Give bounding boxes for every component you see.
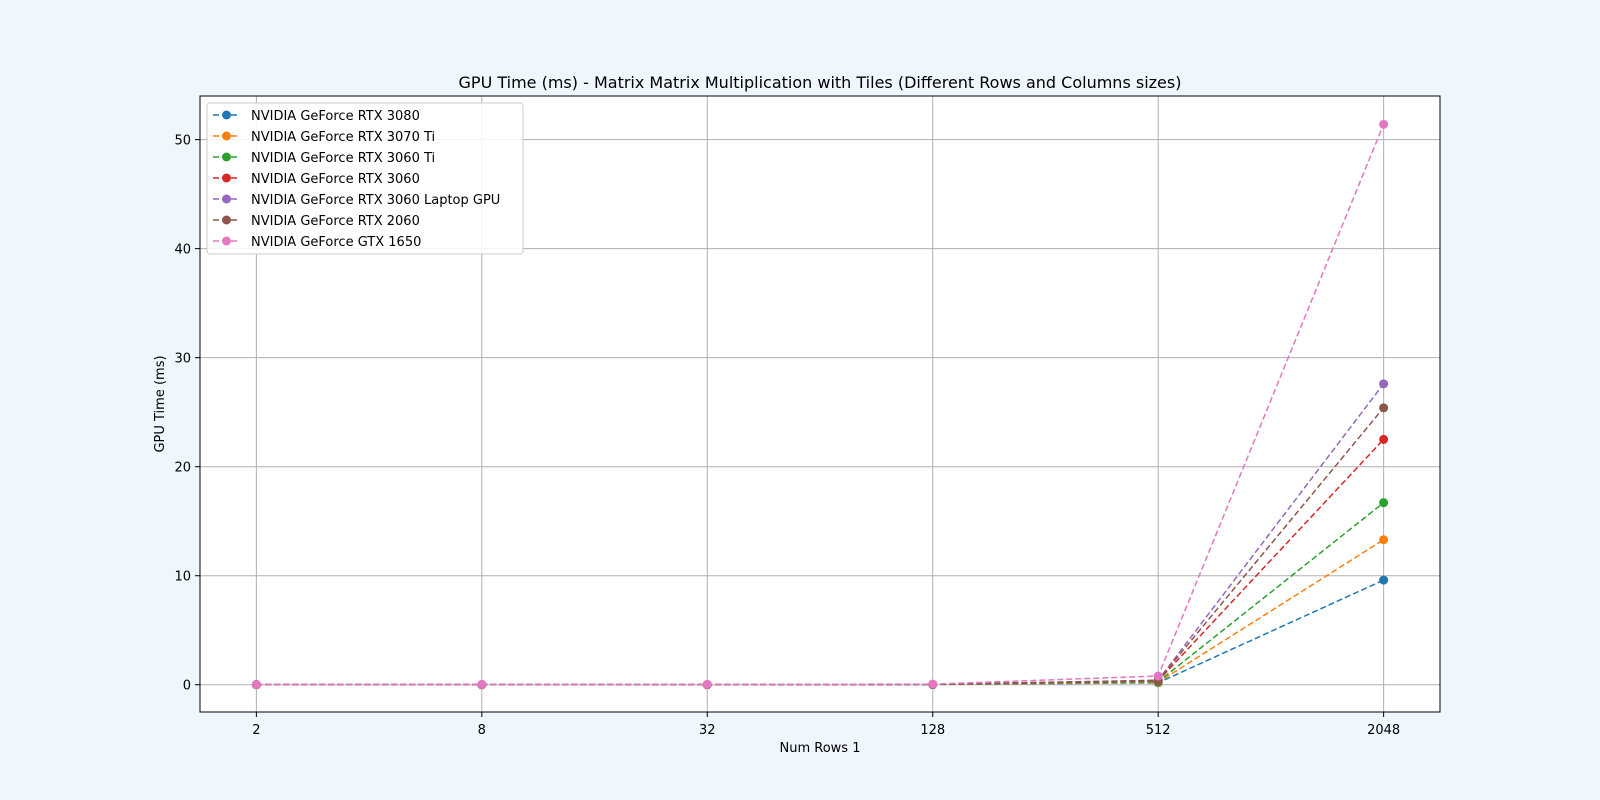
y-tick-label: 20 xyxy=(174,461,191,476)
data-point xyxy=(1379,403,1389,413)
data-point xyxy=(1379,434,1389,444)
legend-label: NVIDIA GeForce GTX 1650 xyxy=(251,235,421,250)
x-tick-label: 512 xyxy=(1146,723,1171,738)
data-point xyxy=(477,680,487,690)
data-point xyxy=(1379,498,1389,508)
legend-marker xyxy=(222,194,231,204)
legend-marker xyxy=(222,131,231,141)
y-axis-label: GPU Time (ms) xyxy=(153,355,168,452)
grid xyxy=(200,96,1440,712)
y-tick-label: 50 xyxy=(174,134,191,149)
legend-marker xyxy=(222,236,231,246)
x-tick-label: 2048 xyxy=(1367,723,1400,738)
plot-frame xyxy=(199,95,1441,713)
legend-marker xyxy=(222,173,231,183)
legend-item-nvidia-geforce-rtx-3060-ti: NVIDIA GeForce RTX 3060 Ti xyxy=(213,151,435,166)
legend-marker xyxy=(222,215,231,225)
x-tick-label: 2 xyxy=(252,723,260,738)
legend-item-nvidia-geforce-rtx-3060-laptop-gpu: NVIDIA GeForce RTX 3060 Laptop GPU xyxy=(213,193,500,208)
data-point xyxy=(1379,535,1389,545)
legend-label: NVIDIA GeForce RTX 3060 xyxy=(251,172,420,187)
x-tick-label: 128 xyxy=(920,723,945,738)
legend-label: NVIDIA GeForce RTX 3060 Ti xyxy=(251,151,435,166)
series-line xyxy=(256,124,1385,686)
legend-label: NVIDIA GeForce RTX 3060 Laptop GPU xyxy=(251,193,500,208)
series-nvidia-geforce-gtx-1650 xyxy=(251,119,1389,690)
data-point xyxy=(1379,379,1389,389)
legend: NVIDIA GeForce RTX 3080 NVIDIA GeForce RT… xyxy=(206,102,524,255)
data-point xyxy=(1379,119,1389,129)
x-axis: 2 8 32 128 512 2048 xyxy=(252,712,1400,738)
data-point xyxy=(251,680,261,690)
y-tick-label: 0 xyxy=(183,679,191,694)
legend-item-nvidia-geforce-gtx-1650: NVIDIA GeForce GTX 1650 xyxy=(213,235,421,250)
legend-label: NVIDIA GeForce RTX 3070 Ti xyxy=(251,130,435,145)
series-layer xyxy=(251,119,1389,690)
legend-item-nvidia-geforce-rtx-3070-ti: NVIDIA GeForce RTX 3070 Ti xyxy=(213,130,435,145)
legend-item-nvidia-geforce-rtx-3060: NVIDIA GeForce RTX 3060 xyxy=(213,172,420,187)
x-tick-label: 8 xyxy=(478,723,486,738)
y-axis: 0 10 20 30 40 50 xyxy=(174,134,200,694)
legend-item-nvidia-geforce-rtx-3080: NVIDIA GeForce RTX 3080 xyxy=(213,109,420,124)
y-tick-label: 40 xyxy=(174,243,191,258)
x-tick-label: 32 xyxy=(699,723,716,738)
x-axis-label: Num Rows 1 xyxy=(780,741,861,756)
legend-label: NVIDIA GeForce RTX 3080 xyxy=(251,109,420,124)
data-point xyxy=(1379,575,1389,585)
legend-marker xyxy=(222,110,231,120)
data-point xyxy=(702,679,712,689)
chart-title: GPU Time (ms) - Matrix Matrix Multiplica… xyxy=(459,73,1182,92)
legend-item-nvidia-geforce-rtx-2060: NVIDIA GeForce RTX 2060 xyxy=(213,214,420,229)
data-point xyxy=(928,679,938,689)
data-point xyxy=(1153,671,1163,681)
legend-label: NVIDIA GeForce RTX 2060 xyxy=(251,214,420,229)
y-tick-label: 10 xyxy=(174,570,191,585)
legend-marker xyxy=(222,152,231,162)
legend-box xyxy=(206,102,524,255)
y-tick-label: 30 xyxy=(174,352,191,367)
